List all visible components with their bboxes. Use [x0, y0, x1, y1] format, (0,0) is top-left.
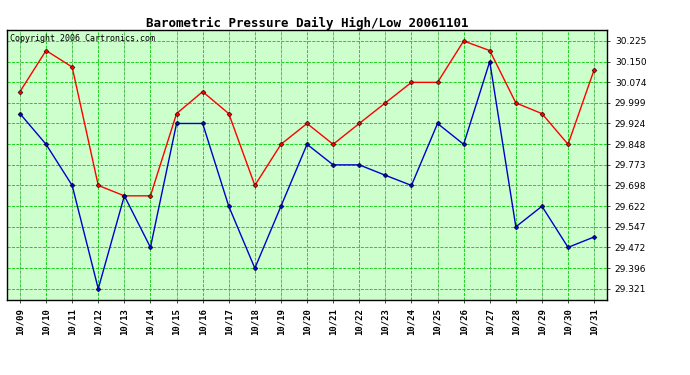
Text: Copyright 2006 Cartronics.com: Copyright 2006 Cartronics.com: [10, 34, 155, 43]
Title: Barometric Pressure Daily High/Low 20061101: Barometric Pressure Daily High/Low 20061…: [146, 17, 469, 30]
